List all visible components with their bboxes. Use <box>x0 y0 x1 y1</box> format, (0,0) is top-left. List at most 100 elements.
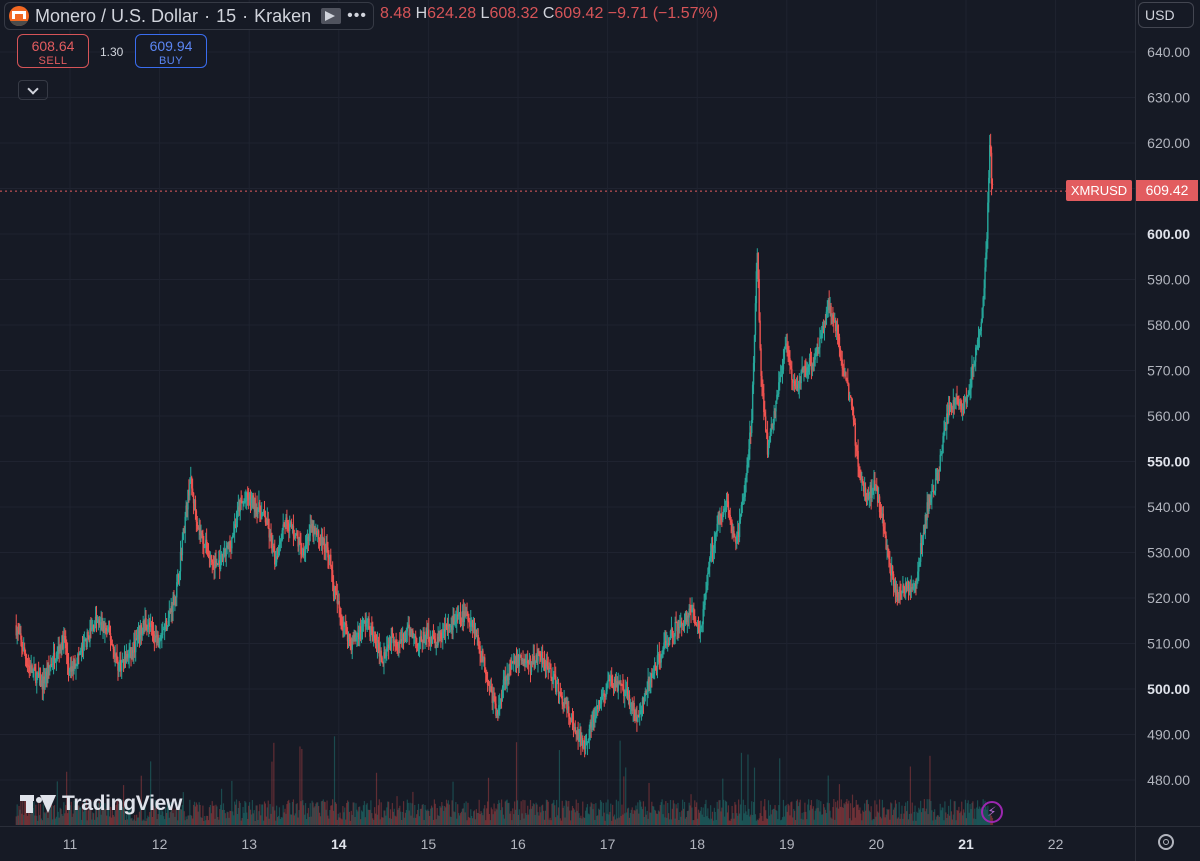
candle-body <box>551 677 553 681</box>
interval-label[interactable]: 15 <box>216 5 237 26</box>
candle-body <box>623 689 625 697</box>
candle-body <box>453 615 455 624</box>
candle-body <box>275 556 278 563</box>
volume-bar <box>95 806 98 825</box>
candle-body <box>942 436 944 454</box>
volume-bar <box>895 803 897 825</box>
volume-bar <box>976 800 979 825</box>
volume-bar <box>324 802 326 825</box>
volume-bar <box>345 819 347 825</box>
candle-body <box>46 671 48 676</box>
candle-body <box>948 405 951 409</box>
volume-bar <box>641 809 644 825</box>
volume-bar <box>530 808 533 825</box>
candle-body <box>505 680 507 685</box>
volume-bar <box>612 804 614 825</box>
buy-button[interactable]: 609.94 BUY <box>135 34 207 68</box>
exchange-label[interactable]: Kraken <box>254 5 312 26</box>
candle-body <box>495 703 497 716</box>
tradingview-watermark[interactable]: TradingView <box>20 792 182 816</box>
volume-bar <box>557 807 560 825</box>
candle-body <box>399 642 401 644</box>
candle-body <box>213 563 215 569</box>
lightning-icon[interactable]: ⚡ <box>981 801 1003 823</box>
candle-body <box>180 551 183 556</box>
candle-body <box>532 656 535 665</box>
volume-bar <box>213 805 215 825</box>
candle-body <box>950 404 953 408</box>
volume-bar <box>179 808 182 825</box>
volume-bar <box>319 816 322 825</box>
volume-bar <box>668 819 671 825</box>
candle-body <box>124 656 127 663</box>
volume-bar <box>268 818 270 825</box>
candle-body <box>655 666 658 668</box>
candle-body <box>345 624 348 635</box>
volume-bar <box>176 802 178 825</box>
volume-bar <box>261 804 263 825</box>
flag-icon[interactable] <box>321 8 342 24</box>
volume-bar <box>694 800 696 825</box>
volume-bar <box>58 817 60 825</box>
candle-body <box>305 543 308 545</box>
volume-bar <box>835 801 837 825</box>
candle-body <box>171 606 173 613</box>
more-options-icon[interactable]: ••• <box>347 7 367 24</box>
volume-bar <box>911 802 913 825</box>
candle-body <box>791 368 793 380</box>
candle-body <box>452 615 454 630</box>
candle-body <box>165 620 168 630</box>
candle-body <box>702 609 704 625</box>
volume-bar <box>320 801 323 825</box>
volume-bar <box>212 805 214 825</box>
candle-body <box>619 683 621 685</box>
volume-bar <box>666 817 668 825</box>
candle-body <box>474 629 477 635</box>
candle-body <box>238 506 241 512</box>
volume-bar <box>43 812 45 825</box>
candle-body <box>272 545 274 553</box>
volume-bar <box>851 794 854 825</box>
candle-body <box>146 625 148 630</box>
candle-body <box>271 537 273 553</box>
symbol-header[interactable]: Monero / U.S. Dollar · 15 · Kraken ••• <box>4 2 374 30</box>
collapse-button[interactable] <box>18 80 48 100</box>
candle-body <box>325 542 327 553</box>
candle-body <box>720 514 722 516</box>
volume-bar <box>491 809 493 825</box>
candle-body <box>927 502 929 512</box>
symbol-name[interactable]: Monero / U.S. Dollar <box>35 5 199 26</box>
candle-body <box>102 623 104 630</box>
volume-bar <box>703 816 705 825</box>
volume-bar <box>299 746 301 825</box>
candle-body <box>62 635 64 649</box>
volume-bar <box>917 813 919 825</box>
volume-bar <box>361 811 364 825</box>
volume-bar <box>762 820 764 825</box>
candle-body <box>977 337 980 340</box>
currency-selector[interactable]: USD <box>1138 2 1194 28</box>
volume-bar <box>150 800 153 825</box>
volume-bar <box>166 799 169 825</box>
candle-body <box>781 369 784 375</box>
volume-bar <box>507 803 509 825</box>
sell-button[interactable]: 608.64 SELL <box>17 34 89 68</box>
candle-body <box>639 710 642 714</box>
volume-bar <box>89 805 91 825</box>
candle-body <box>645 690 647 695</box>
y-tick-label: 570.00 <box>1147 363 1190 379</box>
volume-bar <box>229 810 231 825</box>
candle-body <box>467 616 469 621</box>
volume-bar <box>330 805 332 825</box>
candle-body <box>787 349 789 353</box>
volume-bar <box>768 815 771 825</box>
volume-bar <box>850 803 852 825</box>
volume-bar <box>472 818 474 825</box>
candle-body <box>295 533 297 536</box>
candle-body <box>94 616 97 628</box>
candle-body <box>850 397 853 406</box>
volume-bar <box>292 799 295 825</box>
settings-icon[interactable] <box>1158 834 1174 850</box>
candle-body <box>311 523 313 529</box>
